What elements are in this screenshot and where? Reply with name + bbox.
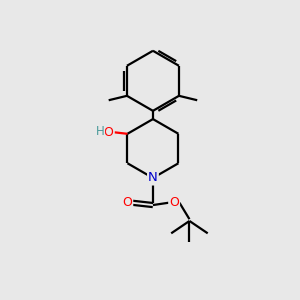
Text: O: O xyxy=(169,196,179,209)
Text: H: H xyxy=(95,125,104,138)
Text: O: O xyxy=(122,196,132,209)
Text: O: O xyxy=(104,126,113,139)
Text: N: N xyxy=(148,172,158,184)
